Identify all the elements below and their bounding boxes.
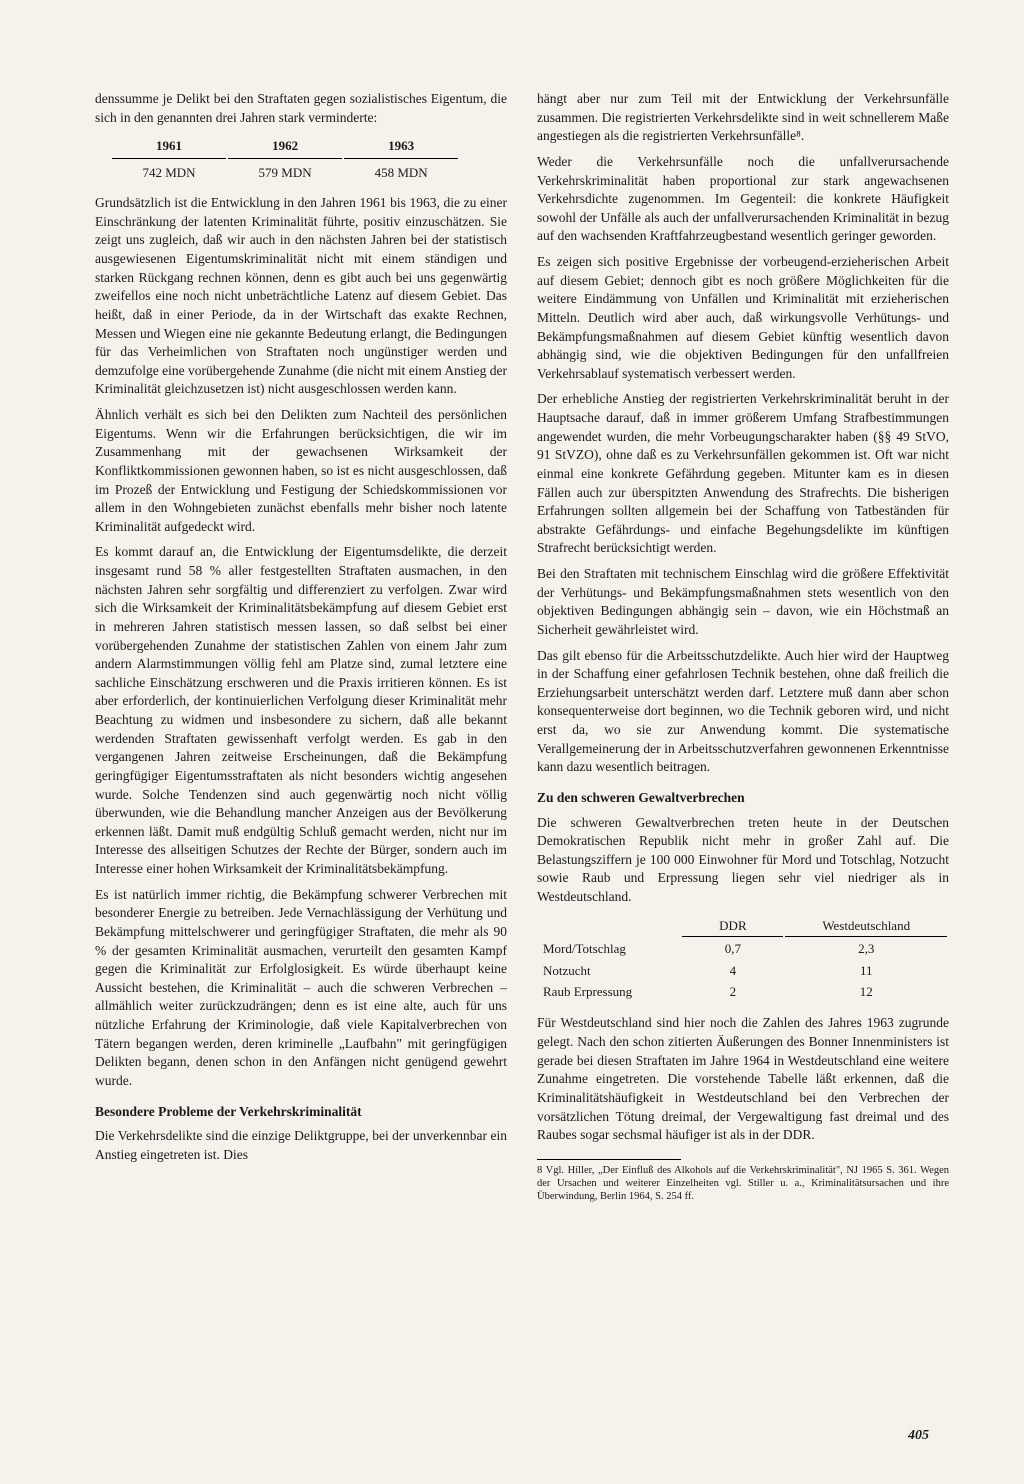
table-cell: Raub Erpressung (539, 982, 680, 1002)
left-column: denssumme je Delikt bei den Straftaten g… (95, 90, 507, 1210)
crime-stats-table: DDR Westdeutschland Mord/Totschlag 0,7 2… (537, 914, 949, 1005)
page-number: 405 (908, 1428, 929, 1444)
table-cell: 11 (785, 961, 947, 981)
paragraph: hängt aber nur zum Teil mit der Entwickl… (537, 90, 949, 146)
table-cell: 2 (682, 982, 783, 1002)
section-heading: Zu den schweren Gewaltverbrechen (537, 789, 949, 808)
table-cell: 12 (785, 982, 947, 1002)
table-cell: 579 MDN (228, 161, 342, 182)
table-cell: 4 (682, 961, 783, 981)
table-header-row: DDR Westdeutschland (539, 916, 947, 937)
paragraph: Ähnlich verhält es sich bei den Delikten… (95, 406, 507, 536)
footnote-separator (537, 1159, 681, 1160)
table-row: Mord/Totschlag 0,7 2,3 (539, 939, 947, 959)
table-data-row: 742 MDN 579 MDN 458 MDN (112, 161, 458, 182)
table-row: Raub Erpressung 2 12 (539, 982, 947, 1002)
paragraph: Es ist natürlich immer richtig, die Bekä… (95, 886, 507, 1091)
paragraph: Grundsätzlich ist die Entwicklung in den… (95, 194, 507, 399)
paragraph: Weder die Verkehrsunfälle noch die unfal… (537, 153, 949, 246)
table-cell: Notzucht (539, 961, 680, 981)
mdn-table: 1961 1962 1963 742 MDN 579 MDN 458 MDN (110, 135, 460, 184)
paragraph: Das gilt ebenso für die Arbeitsschutzdel… (537, 647, 949, 777)
right-column: hängt aber nur zum Teil mit der Entwickl… (537, 90, 949, 1210)
paragraph: denssumme je Delikt bei den Straftaten g… (95, 90, 507, 127)
table-row: Notzucht 4 11 (539, 961, 947, 981)
table-cell: 742 MDN (112, 161, 226, 182)
paragraph: Die Verkehrsdelikte sind die einzige Del… (95, 1127, 507, 1164)
paragraph: Der erhebliche Anstieg der registrierten… (537, 390, 949, 558)
table-cell: 0,7 (682, 939, 783, 959)
paragraph: Für Westdeutschland sind hier noch die Z… (537, 1014, 949, 1144)
paragraph: Es kommt darauf an, die Entwicklung der … (95, 543, 507, 878)
footnote: 8 Vgl. Hiller, „Der Einfluß des Alkohols… (537, 1164, 949, 1203)
table-cell: Mord/Totschlag (539, 939, 680, 959)
table-cell: 458 MDN (344, 161, 458, 182)
table-cell: 2,3 (785, 939, 947, 959)
table-header-cell: Westdeutschland (785, 916, 947, 937)
table-header-cell: 1963 (344, 137, 458, 159)
section-heading: Besondere Probleme der Verkehrskriminali… (95, 1103, 507, 1122)
table-header-cell (539, 916, 680, 937)
table-header-cell: 1961 (112, 137, 226, 159)
paragraph: Die schweren Gewaltverbrechen treten heu… (537, 814, 949, 907)
paragraph: Bei den Straftaten mit technischem Einsc… (537, 565, 949, 640)
two-column-layout: denssumme je Delikt bei den Straftaten g… (95, 90, 949, 1210)
table-header-row: 1961 1962 1963 (112, 137, 458, 159)
table-header-cell: 1962 (228, 137, 342, 159)
table-header-cell: DDR (682, 916, 783, 937)
paragraph: Es zeigen sich positive Ergebnisse der v… (537, 253, 949, 383)
